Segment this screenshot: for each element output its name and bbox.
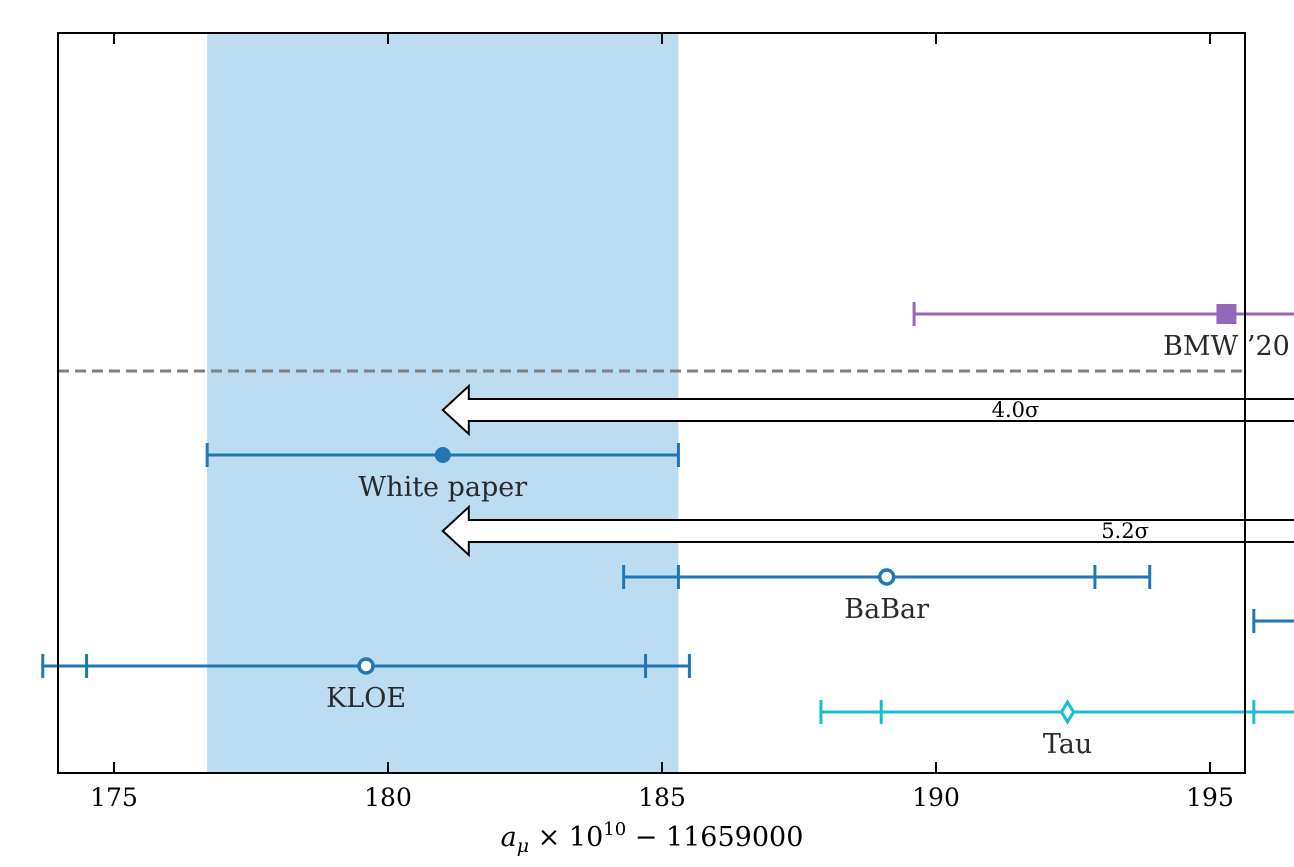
- points-layer: BNL 2006FNAL 2023Experimental avg.This w…: [41, 302, 1294, 760]
- plot-frame: [57, 32, 1246, 774]
- white-paper-label: White paper: [358, 472, 527, 503]
- x-axis: 175180185190195200205210215: [90, 33, 1234, 812]
- bmw-20-marker: [1216, 304, 1237, 324]
- tension-arrow-4-0: [441, 383, 1294, 437]
- x-axis-label: aμ × 1010 − 11659000: [501, 819, 804, 857]
- x-axis-label-a: a: [501, 822, 517, 853]
- kloe-marker: [357, 657, 375, 675]
- tick-label-195: 195: [1186, 783, 1234, 812]
- tension-arrow-5-2-label: 5.2σ: [1101, 519, 1149, 543]
- tick-label-180: 180: [364, 783, 412, 812]
- white-paper-marker: [434, 447, 451, 463]
- bmw-20-label: BMW ’20: [1163, 331, 1290, 362]
- tau-label: Tau: [1043, 729, 1092, 760]
- babar-label: BaBar: [844, 594, 929, 625]
- tick-label-190: 190: [912, 783, 960, 812]
- tau-marker: [1059, 699, 1076, 725]
- tick-label-175: 175: [90, 783, 138, 812]
- babar-marker: [877, 568, 896, 586]
- x-axis-label-zero: 0: [586, 822, 603, 853]
- tension-arrow-5-2: [441, 504, 1294, 558]
- x-axis-label-rest: − 11659000: [626, 822, 803, 853]
- x-axis-label-times: × 1: [529, 822, 586, 853]
- tension-arrow-4-0-label: 4.0σ: [992, 398, 1040, 422]
- x-axis-label-mu: μ: [517, 835, 529, 857]
- tick-label-185: 185: [638, 783, 686, 812]
- kloe-label: KLOE: [326, 683, 406, 714]
- tension-layer: 0.9σ4.0σ5.2σ: [441, 383, 1294, 558]
- x-axis-label-exp: 10: [603, 819, 626, 840]
